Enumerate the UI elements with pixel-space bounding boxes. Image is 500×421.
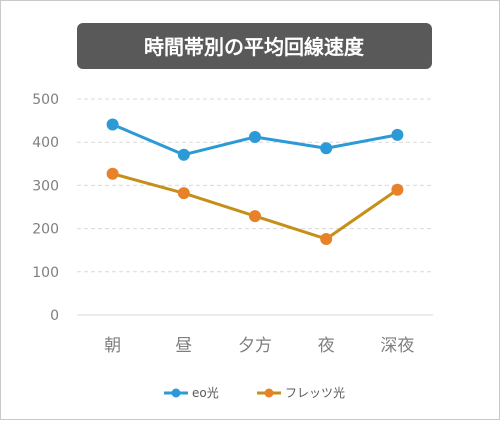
y-tick-label: 200 (32, 222, 59, 238)
legend-marker (264, 388, 274, 398)
data-point (320, 142, 333, 155)
series-0 (106, 118, 404, 161)
y-tick-label: 0 (50, 308, 59, 324)
data-point (320, 232, 333, 245)
data-point (249, 131, 261, 144)
y-axis-ticks: 0 100 200 300 400 500 (32, 92, 59, 324)
data-point (177, 187, 190, 200)
series-line (111, 172, 399, 241)
series-1 (106, 167, 404, 245)
legend-label: eo光 (192, 386, 219, 400)
x-tick-label: 朝 (104, 336, 121, 356)
x-tick-label: 夕方 (238, 336, 272, 356)
data-point (106, 118, 119, 131)
y-tick-label: 300 (32, 178, 59, 194)
x-tick-label: 深夜 (380, 336, 414, 356)
y-tick-label: 500 (32, 92, 59, 108)
legend-item: フレッツ光 (257, 386, 345, 400)
data-point (391, 183, 404, 196)
data-point (106, 167, 119, 180)
chart-title: 時間帯別の平均回線速度 (144, 35, 365, 59)
title-banner (77, 23, 432, 69)
data-point (177, 148, 190, 161)
series-group (106, 118, 404, 245)
x-axis-ticks: 朝 昼 夕方 夜 深夜 (104, 336, 414, 356)
x-tick-label: 昼 (175, 336, 192, 356)
y-tick-label: 100 (32, 265, 59, 281)
legend-label: フレッツ光 (285, 386, 345, 400)
legend-item: eo光 (164, 386, 219, 400)
x-tick-label: 夜 (318, 336, 335, 356)
data-point (249, 210, 261, 223)
data-point (391, 128, 404, 141)
legend-marker (171, 388, 181, 398)
y-tick-label: 400 (32, 135, 59, 151)
legend: eo光 フレッツ光 (164, 386, 345, 400)
gridlines (77, 98, 433, 273)
